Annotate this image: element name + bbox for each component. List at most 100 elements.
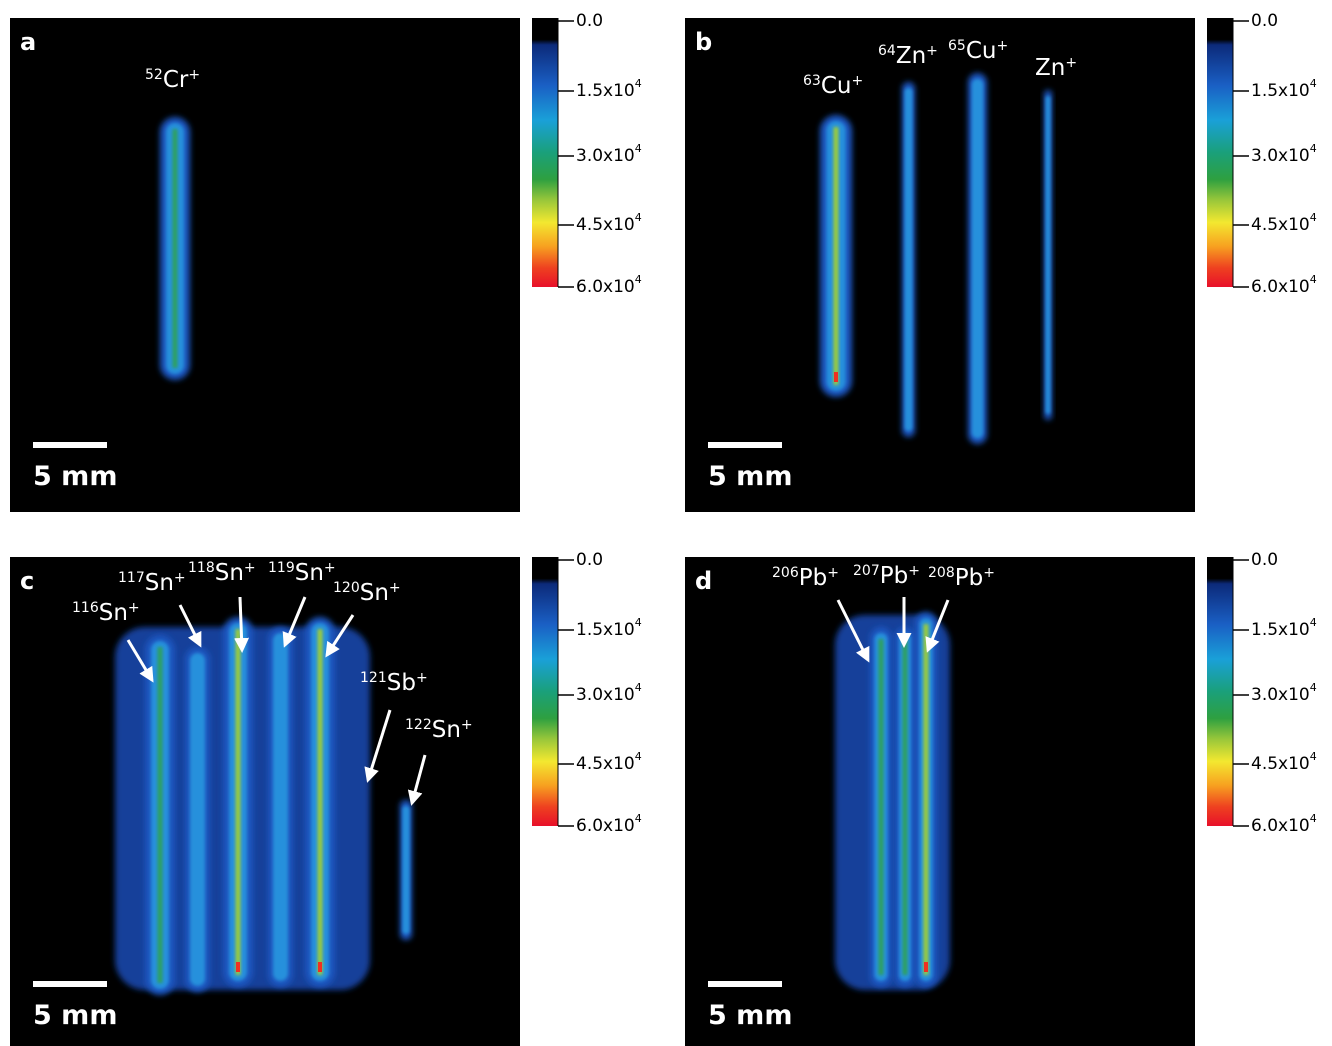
ion-label: 118Sn+ <box>188 560 256 586</box>
signal-peak <box>157 647 163 983</box>
ion-element: Pb <box>880 563 908 589</box>
ion-charge: + <box>174 570 186 586</box>
tick-mantissa: 1.5x10 <box>1251 620 1310 640</box>
ion-mass: 206 <box>772 565 799 581</box>
colorbar-tick-label: 1.5x104 <box>576 616 642 640</box>
ion-element: Zn <box>1035 55 1065 81</box>
colorbar-tick-label: 1.5x104 <box>1251 616 1317 640</box>
image-background <box>685 18 1195 512</box>
colorbar-tick-label: 6.0x104 <box>1251 273 1317 297</box>
ion-element: Sn <box>145 570 174 596</box>
colorbar-tick-label: 4.5x104 <box>576 750 642 774</box>
tick-mantissa: 6.0x10 <box>576 277 635 297</box>
signal-peak <box>833 127 839 385</box>
colorbar-tick-label: 1.5x104 <box>576 77 642 101</box>
ion-label: 63Cu+ <box>803 73 863 99</box>
ion-label: 122Sn+ <box>405 717 473 743</box>
tick-mantissa: 4.5x10 <box>1251 754 1310 774</box>
colorbar-tick-label: 4.5x104 <box>576 211 642 235</box>
arrow <box>364 709 392 783</box>
ion-element: Pb <box>799 565 827 591</box>
tick-mantissa: 1.5x10 <box>576 620 635 640</box>
signal-max <box>924 962 928 972</box>
colorbar <box>532 557 558 826</box>
colorbar-tick-label: 3.0x104 <box>1251 142 1317 166</box>
colorbar-tick-label: 0.0 <box>1251 550 1278 570</box>
signal-peak <box>923 624 929 975</box>
ion-mass: 116 <box>72 600 99 616</box>
colorbar-tick-label: 6.0x104 <box>576 812 642 836</box>
tick-mantissa: 1.5x10 <box>1251 81 1310 101</box>
ion-charge: + <box>244 560 256 576</box>
panel-letter: d <box>695 567 712 595</box>
tick-mantissa: 0.0 <box>576 550 603 570</box>
scale-bar-label: 5 mm <box>33 1000 117 1031</box>
ion-element: Zn <box>896 43 926 69</box>
ion-label: 65Cu+ <box>948 38 1008 64</box>
ion-charge: + <box>416 670 428 686</box>
ion-charge: + <box>461 717 473 733</box>
tick-exponent: 4 <box>1310 681 1317 694</box>
ion-element: Cr <box>163 67 189 93</box>
ion-label: 117Sn+ <box>118 570 186 596</box>
ion-charge: + <box>983 565 995 581</box>
panel-letter: c <box>20 567 34 595</box>
colorbar-tick-label: 0.0 <box>1251 11 1278 31</box>
tick-mantissa: 4.5x10 <box>576 754 635 774</box>
tick-mantissa: 3.0x10 <box>1251 146 1310 166</box>
ion-mass: 64 <box>878 43 896 59</box>
tick-mantissa: 6.0x10 <box>1251 816 1310 836</box>
tick-exponent: 4 <box>1310 273 1317 286</box>
arrow <box>126 639 154 683</box>
ion-mass: 63 <box>803 73 821 89</box>
arrow <box>234 596 250 653</box>
signal-core <box>971 79 984 438</box>
ion-mass: 65 <box>948 38 966 54</box>
ion-element: Cu <box>821 73 852 99</box>
signal-peak <box>902 639 908 975</box>
colorbar <box>1207 18 1233 287</box>
scale-bar <box>33 442 107 448</box>
arrow <box>836 599 870 663</box>
tick-exponent: 4 <box>1310 211 1317 224</box>
tick-mantissa: 3.0x10 <box>1251 685 1310 705</box>
colorbar-tick-label: 3.0x104 <box>1251 681 1317 705</box>
ion-charge: + <box>128 600 140 616</box>
tick-exponent: 4 <box>1310 77 1317 90</box>
ion-label: 120Sn+ <box>333 580 401 606</box>
scale-bar-label: 5 mm <box>708 1000 792 1031</box>
scale-bar <box>33 981 107 987</box>
colorbar-tick-label: 3.0x104 <box>576 681 642 705</box>
ion-mass: 52 <box>145 67 163 83</box>
colorbar-tick-label: 4.5x104 <box>1251 211 1317 235</box>
tick-mantissa: 1.5x10 <box>576 81 635 101</box>
colorbar <box>532 18 558 287</box>
tick-exponent: 4 <box>635 681 642 694</box>
scale-bar <box>708 981 782 987</box>
signal-max <box>236 962 240 972</box>
signal-core <box>402 806 410 934</box>
panel-letter: b <box>695 28 712 56</box>
ion-label: 207Pb+ <box>853 563 920 589</box>
ion-element: Sn <box>360 580 389 606</box>
ion-element: Sn <box>295 560 324 586</box>
ion-label: 121Sb+ <box>360 670 428 696</box>
ion-charge: + <box>324 560 336 576</box>
signal-peak <box>878 639 884 975</box>
ion-charge: + <box>908 563 920 579</box>
tick-exponent: 4 <box>635 750 642 763</box>
ion-mass: 117 <box>118 570 145 586</box>
tick-exponent: 4 <box>1310 142 1317 155</box>
ion-label: 119Sn+ <box>268 560 336 586</box>
ion-element: Sb <box>387 670 416 696</box>
arrow <box>925 599 950 653</box>
tick-exponent: 4 <box>1310 812 1317 825</box>
ion-mass: 121 <box>360 670 387 686</box>
tick-mantissa: 6.0x10 <box>1251 277 1310 297</box>
ion-charge: + <box>996 38 1008 54</box>
ion-mass: 119 <box>268 560 295 576</box>
